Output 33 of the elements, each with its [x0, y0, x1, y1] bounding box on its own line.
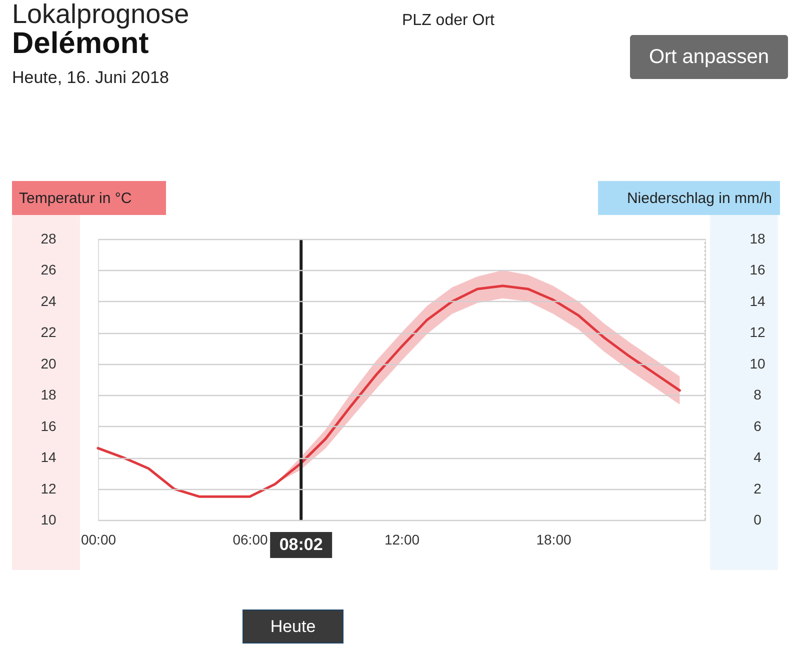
y2-tick-label: 14 — [750, 292, 766, 309]
y-tick-label: 14 — [40, 449, 56, 466]
text: Heute — [270, 617, 316, 636]
y-tick-label: 28 — [40, 230, 56, 246]
text: PLZ oder Ort — [402, 12, 496, 29]
y-tick-label: 20 — [40, 355, 56, 372]
y-tick-label: 16 — [40, 418, 56, 434]
chart-title: Lokalprognose — [12, 0, 190, 29]
y2-tick-label: 8 — [754, 386, 762, 403]
text: Heute, 16. Juni 2018 — [12, 68, 169, 87]
x-tick-label: 12:00 — [384, 532, 420, 548]
y-tick-label: 12 — [40, 480, 56, 496]
y2-tick-label: 10 — [750, 355, 766, 372]
y2-tick-label: 0 — [754, 512, 762, 528]
y-tick-label: 26 — [40, 262, 56, 278]
text: Ort anpassen — [648, 46, 770, 68]
x-tick-label: 18:00 — [536, 532, 572, 548]
y-axis-title: Temperatur in °C — [19, 190, 132, 207]
y-tick-label: 18 — [40, 386, 56, 403]
x-tick-label: 06:00 — [232, 532, 268, 548]
y2-tick-label: 6 — [754, 418, 762, 434]
y2-tick-label: 16 — [750, 262, 766, 278]
y2-tick-label: 4 — [754, 449, 762, 466]
y-tick-label: 10 — [40, 512, 56, 528]
ref-line-label: 08:02 — [279, 535, 323, 554]
y2-axis-title: Niederschlag in mm/h — [626, 190, 772, 207]
y2-tick-label: 18 — [750, 230, 766, 246]
y-tick-label: 24 — [40, 292, 56, 309]
x-tick-label: 00:00 — [80, 532, 116, 548]
y2-tick-label: 2 — [754, 480, 762, 496]
y2-tick-label: 12 — [750, 324, 766, 340]
y-tick-label: 22 — [40, 324, 56, 340]
line-series — [96, 284, 681, 498]
